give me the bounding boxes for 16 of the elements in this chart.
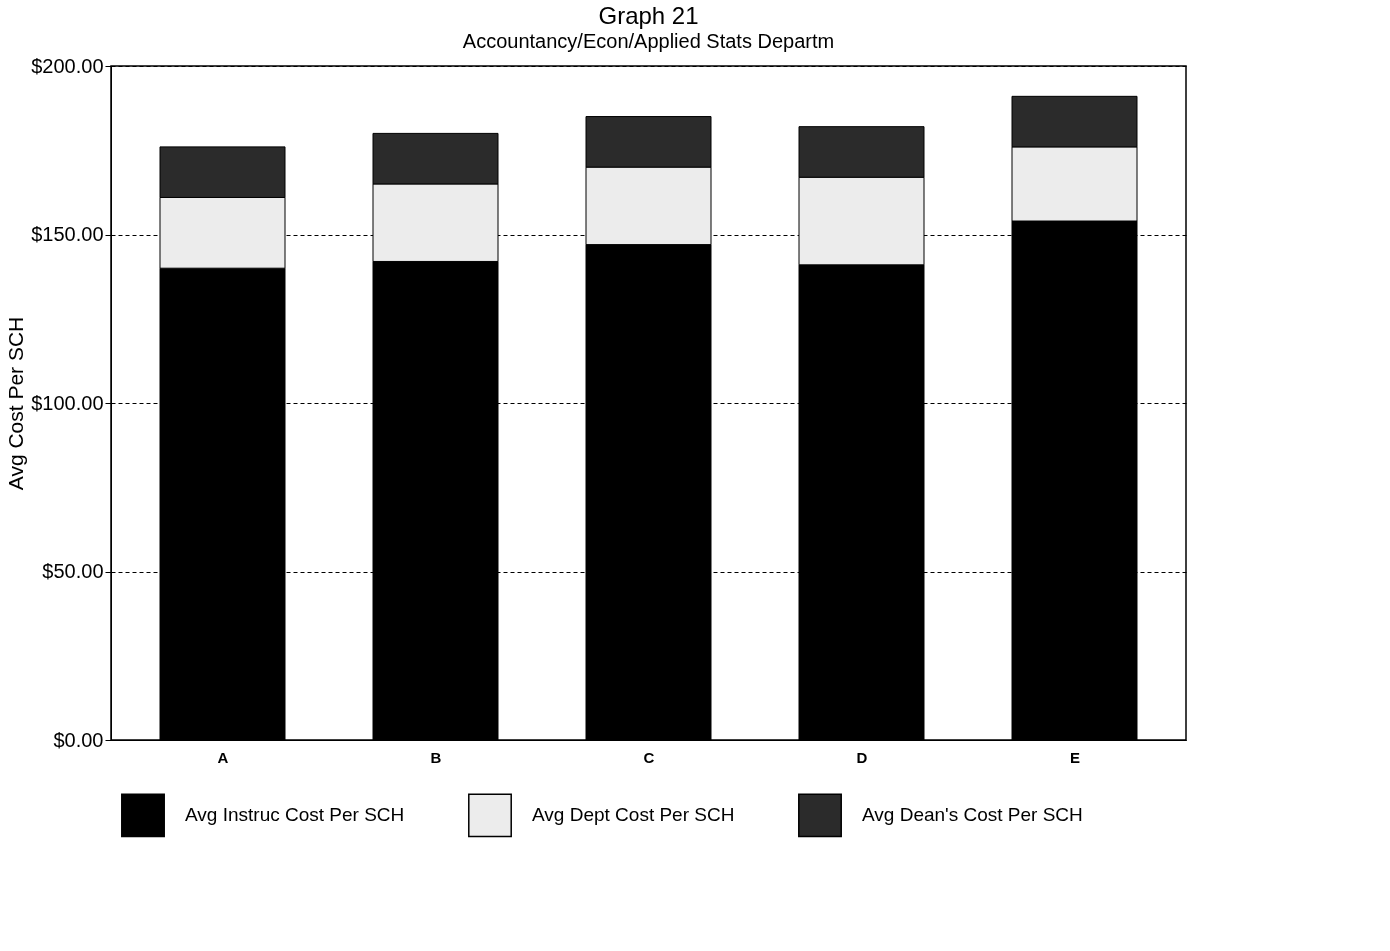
y-tick-label: $50.00	[42, 560, 104, 582]
x-tick-label: D	[856, 748, 868, 766]
y-tick-label: $200.00	[31, 54, 104, 77]
x-tick-label: C	[643, 748, 655, 766]
y-tick-label: $0.00	[53, 728, 104, 751]
chart-subtitle: Accountancy/Econ/Applied Stats Departm	[462, 30, 835, 52]
chart-title: Graph 21	[598, 2, 699, 29]
x-tick-label: A	[217, 748, 229, 766]
legend-label: Avg Dept Cost Per SCH	[532, 804, 735, 826]
x-tick-label: B	[430, 748, 442, 766]
y-tick-label: $100.00	[31, 391, 104, 414]
x-tick-label: E	[1069, 748, 1081, 766]
y-axis-title: Avg Cost Per SCH	[4, 316, 28, 491]
legend-label: Avg Instruc Cost Per SCH	[185, 804, 405, 826]
y-tick-label: $150.00	[31, 223, 104, 245]
legend-label: Avg Dean's Cost Per SCH	[862, 804, 1083, 826]
